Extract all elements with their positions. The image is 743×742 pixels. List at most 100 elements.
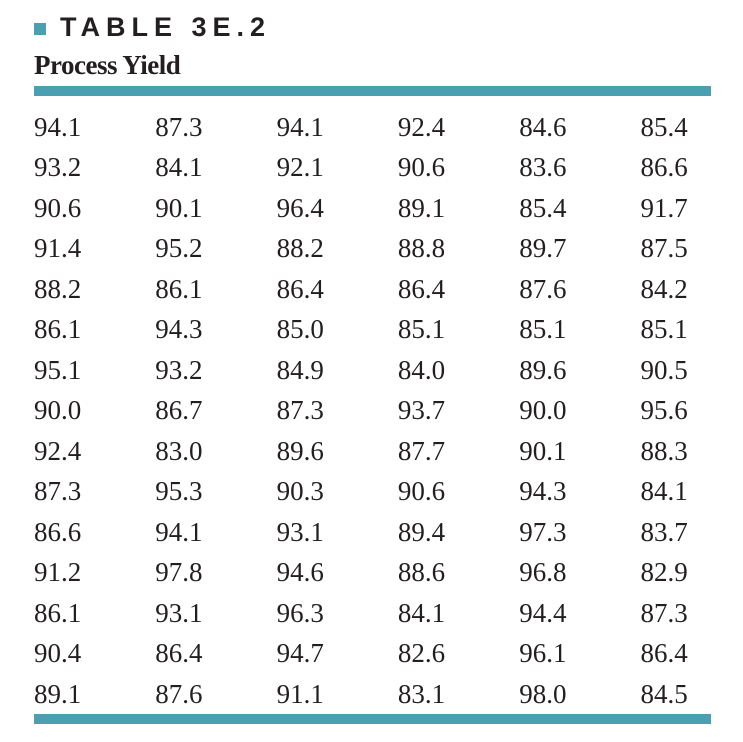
table-cell: 83.1 (397, 678, 446, 709)
table-row: 93.2 84.1 92.1 90.6 83.6 86.6 (34, 148, 711, 189)
table-cell: 83.6 (519, 152, 567, 183)
table-cell: 87.3 (155, 111, 203, 142)
table-cell: 95.6 (640, 395, 688, 426)
table-cell: 95.1 (34, 354, 82, 385)
table-cell: 94.1 (276, 111, 324, 142)
table-cell: 82.9 (640, 557, 688, 588)
table-cell: 84.1 (640, 476, 688, 507)
table-cell: 86.6 (640, 152, 688, 183)
table-cell: 84.1 (397, 597, 446, 628)
table-cell: 89.1 (34, 678, 82, 709)
bottom-rule (34, 714, 711, 724)
table-cell: 94.7 (276, 638, 324, 669)
table-cell: 87.3 (34, 476, 82, 507)
table-cell: 86.4 (397, 273, 446, 304)
table-cell: 86.1 (155, 273, 203, 304)
table-number: TABLE 3E.2 (60, 11, 272, 42)
table-cell: 85.0 (276, 314, 324, 345)
table-cell: 91.7 (640, 192, 688, 223)
table-cell: 88.3 (640, 435, 688, 466)
table-cell: 90.4 (34, 638, 82, 669)
table-cell: 87.3 (276, 395, 324, 426)
square-bullet-icon (34, 23, 46, 35)
table-row: 90.0 86.7 87.3 93.7 90.0 95.6 (34, 391, 711, 432)
table-cell: 85.1 (640, 314, 688, 345)
table-cell: 84.9 (276, 354, 324, 385)
table-cell: 88.8 (397, 233, 446, 264)
table-cell: 85.1 (519, 314, 567, 345)
table-cell: 86.4 (155, 638, 203, 669)
table-cell: 87.7 (397, 435, 446, 466)
table-cell: 86.1 (34, 597, 82, 628)
table-cell: 89.1 (397, 192, 446, 223)
table-row: 91.2 97.8 94.6 88.6 96.8 82.9 (34, 553, 711, 594)
table-cell: 96.1 (519, 638, 567, 669)
table-cell: 89.7 (519, 233, 567, 264)
table-cell: 92.4 (397, 111, 446, 142)
table-cell: 90.6 (34, 192, 82, 223)
table-row: 91.4 95.2 88.2 88.8 89.7 87.5 (34, 229, 711, 270)
table-row: 92.4 83.0 89.6 87.7 90.1 88.3 (34, 431, 711, 472)
table-title: Process Yield (34, 50, 181, 80)
table-row: 90.4 86.4 94.7 82.6 96.1 86.4 (34, 634, 711, 675)
table-cell: 91.4 (34, 233, 82, 264)
table-cell: 92.1 (276, 152, 324, 183)
table-row: 86.1 94.3 85.0 85.1 85.1 85.1 (34, 310, 711, 351)
table-cell: 94.1 (155, 516, 203, 547)
table-cell: 86.1 (34, 314, 82, 345)
table-cell: 96.8 (519, 557, 567, 588)
table-cell: 87.5 (640, 233, 688, 264)
table-cell: 90.1 (519, 435, 567, 466)
table-cell: 90.6 (397, 152, 446, 183)
table-row: 88.2 86.1 86.4 86.4 87.6 84.2 (34, 269, 711, 310)
table-cell: 84.1 (155, 152, 203, 183)
table-row: 95.1 93.2 84.9 84.0 89.6 90.5 (34, 350, 711, 391)
table-label: TABLE 3E.2 (34, 10, 271, 44)
table-cell: 85.1 (397, 314, 446, 345)
table-cell: 95.3 (155, 476, 203, 507)
table-cell: 89.4 (397, 516, 446, 547)
table-cell: 98.0 (519, 678, 567, 709)
table-cell: 84.2 (640, 273, 688, 304)
table-cell: 96.3 (276, 597, 324, 628)
table-cell: 90.3 (276, 476, 324, 507)
table-cell: 93.2 (155, 354, 203, 385)
table-cell: 97.8 (155, 557, 203, 588)
table-cell: 89.6 (276, 435, 324, 466)
table-cell: 84.6 (519, 111, 567, 142)
table-cell: 89.6 (519, 354, 567, 385)
table-cell: 82.6 (397, 638, 446, 669)
table-cell: 90.0 (34, 395, 82, 426)
table-cell: 93.1 (155, 597, 203, 628)
table-cell: 96.4 (276, 192, 324, 223)
table-cell: 95.2 (155, 233, 203, 264)
table-cell: 97.3 (519, 516, 567, 547)
table-cell: 86.4 (640, 638, 688, 669)
table-cell: 91.1 (276, 678, 324, 709)
table-cell: 90.0 (519, 395, 567, 426)
table-cell: 88.6 (397, 557, 446, 588)
table-row: 89.1 87.6 91.1 83.1 98.0 84.5 (34, 674, 711, 715)
table-cell: 94.1 (34, 111, 82, 142)
table-cell: 86.6 (34, 516, 82, 547)
table-cell: 83.0 (155, 435, 203, 466)
table-cell: 88.2 (276, 233, 324, 264)
table-cell: 93.2 (34, 152, 82, 183)
table-row: 87.3 95.3 90.3 90.6 94.3 84.1 (34, 472, 711, 513)
table-cell: 87.6 (519, 273, 567, 304)
table-cell: 84.5 (640, 678, 688, 709)
table-cell: 87.3 (640, 597, 688, 628)
table-cell: 91.2 (34, 557, 82, 588)
table-cell: 94.6 (276, 557, 324, 588)
table-row: 94.1 87.3 94.1 92.4 84.6 85.4 (34, 107, 711, 148)
table-cell: 94.3 (519, 476, 567, 507)
table-cell: 85.4 (640, 111, 688, 142)
table-row: 86.1 93.1 96.3 84.1 94.4 87.3 (34, 593, 711, 634)
table-cell: 85.4 (519, 192, 567, 223)
table-row: 90.6 90.1 96.4 89.1 85.4 91.7 (34, 188, 711, 229)
table-cell: 86.4 (276, 273, 324, 304)
table-cell: 90.6 (397, 476, 446, 507)
table-cell: 94.4 (519, 597, 567, 628)
table-cell: 90.1 (155, 192, 203, 223)
table-cell: 92.4 (34, 435, 82, 466)
